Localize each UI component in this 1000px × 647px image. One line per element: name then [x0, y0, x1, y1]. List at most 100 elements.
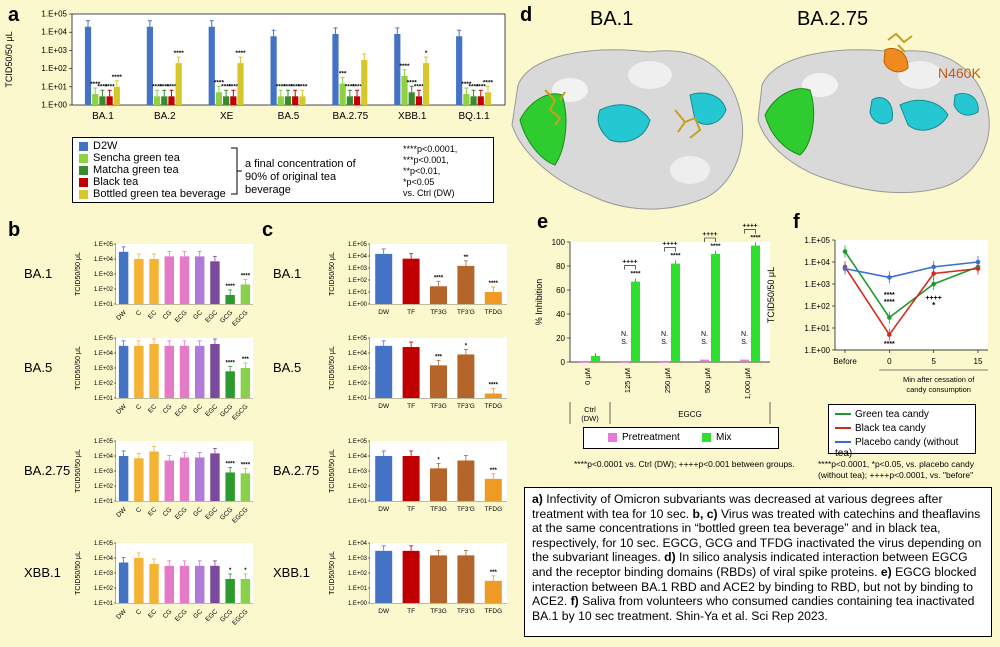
y-tick-label: 1.E+04: [94, 351, 114, 357]
bar: [179, 256, 190, 304]
stat-line: ***p<0.001,: [403, 155, 449, 165]
series-line: [844, 266, 979, 337]
bar-a: [353, 96, 361, 105]
plus-mark: ++++: [925, 295, 941, 302]
y-axis-label: TCID50/50 μL: [75, 252, 82, 296]
bar: [375, 550, 393, 603]
bar: [179, 565, 190, 603]
sig-mark: ****: [166, 83, 177, 90]
category-label: TF3'G: [457, 403, 475, 410]
stat-line: *p<0.05: [403, 177, 435, 187]
bar: [484, 478, 502, 501]
bar-pretreatment: [740, 359, 749, 362]
chart-b-XBB.1: 1.E+01 1.E+02 1.E+03 1.E+04 1.E+05 TCID50/50 …: [75, 541, 253, 627]
y-tick-label: 1.E+04: [804, 258, 830, 267]
panel-label-c: c: [262, 219, 274, 241]
virus-label: BA.1: [273, 266, 302, 281]
y-tick-label: 1.E+02: [348, 381, 368, 387]
note-e: ****p<0.0001 vs. Ctrl (DW); ++++p<0.001 …: [574, 459, 795, 469]
y-tick-label: 1.E+05: [94, 242, 114, 248]
group-label-egcg: EGCG: [678, 410, 702, 419]
virus-label: BA.2.75: [24, 463, 71, 478]
y-tick-label: 1.E+05: [348, 336, 368, 342]
legend-text: Matcha green tea: [93, 164, 179, 176]
plot-bg-f: [835, 240, 988, 350]
bracket: [664, 247, 676, 252]
stat-line: ****p<0.0001,: [403, 144, 458, 154]
y-tick-label: 1.E+01: [94, 396, 114, 402]
bar: [225, 371, 235, 398]
sig-mark: ****: [283, 83, 294, 90]
sig-mark: ****: [225, 461, 235, 467]
bar: [484, 292, 502, 304]
y-tick-label: 1.E+05: [348, 439, 368, 445]
category-label: TF3G: [430, 309, 447, 316]
bar: [195, 565, 205, 603]
bar-a: [277, 96, 284, 105]
category-label: C: [135, 403, 143, 411]
sig-mark: ****: [228, 83, 239, 90]
caption-text: Saliva from volunteers who consumed cand…: [532, 594, 975, 623]
category-label: TF3G: [430, 506, 447, 513]
chart-f: 1.E+00 1.E+01 1.E+02 1.E+03 1.E+04 1.E+05 TCID…: [766, 236, 988, 394]
line-swatch: [835, 441, 851, 444]
y-tick-label: 1.E+04: [94, 257, 114, 263]
legend-f-black: Black tea candy: [835, 423, 926, 434]
ns-mark: S.: [621, 339, 628, 346]
legend-e-mix: Mix: [716, 432, 732, 443]
y-tick-label: 20: [556, 334, 565, 343]
y-tick-label: 1.E+03: [94, 272, 114, 278]
sig-mark: ***: [339, 71, 347, 78]
ns-mark: N.: [701, 331, 708, 338]
x-axis-label: candy consumption: [906, 385, 971, 394]
bar: [164, 345, 174, 398]
bar: [375, 345, 393, 398]
y-axis-label: TCID50/50 μL: [75, 551, 82, 595]
sig-mark: ****: [97, 83, 108, 90]
protein-structures: N460K: [511, 32, 990, 210]
y-tick-label: 1.E+01: [94, 499, 114, 505]
category-label: BA.2.75: [333, 111, 369, 122]
legend-text: Sencha green tea: [93, 152, 180, 164]
sig-mark: ****: [214, 79, 225, 86]
bar-a: [208, 26, 215, 106]
y-axis-label: TCID50/50 μL: [75, 346, 82, 390]
y-tick-label: 1.E+02: [94, 287, 114, 293]
bar: [195, 457, 205, 501]
bar-a: [175, 63, 182, 105]
category-label: ECG: [174, 608, 189, 623]
sig-mark: ****: [884, 341, 895, 348]
bar-a: [456, 36, 463, 105]
category-label: CG: [162, 403, 174, 415]
category-label: DW: [115, 608, 128, 621]
bar-pretreatment: [620, 362, 629, 363]
bar: [195, 256, 205, 304]
category-label: C: [135, 608, 143, 616]
category-label: EC: [147, 608, 159, 620]
y-tick-label: 1.E+02: [348, 484, 368, 490]
bar-a: [270, 36, 277, 105]
y-tick-label: 1.E+02: [94, 484, 114, 490]
category-label: DW: [378, 309, 390, 316]
sig-mark: ****: [750, 235, 761, 242]
category-label: EGCG: [231, 309, 249, 327]
bar: [210, 343, 220, 398]
bar-a: [223, 96, 230, 105]
y-tick-label: 1.E+02: [41, 64, 67, 73]
bar: [118, 251, 129, 304]
y-tick-label: 1.E+05: [804, 236, 830, 245]
swatch: [79, 177, 88, 187]
bar-mix: [631, 281, 640, 362]
bar: [430, 468, 447, 501]
y-tick-label: 1.E+03: [41, 46, 67, 55]
category-label: C: [135, 309, 143, 317]
y-axis-label: TCID50/50 μL: [4, 31, 14, 87]
ns-mark: S.: [741, 339, 748, 346]
category-label: EGC: [204, 403, 219, 418]
bar: [179, 457, 190, 501]
bar: [402, 456, 420, 501]
category-label: 0 μM: [583, 368, 592, 385]
struct-title-right: BA.2.75: [797, 8, 869, 30]
bar-a: [161, 96, 168, 105]
y-tick-label: 1.E+05: [348, 242, 368, 248]
